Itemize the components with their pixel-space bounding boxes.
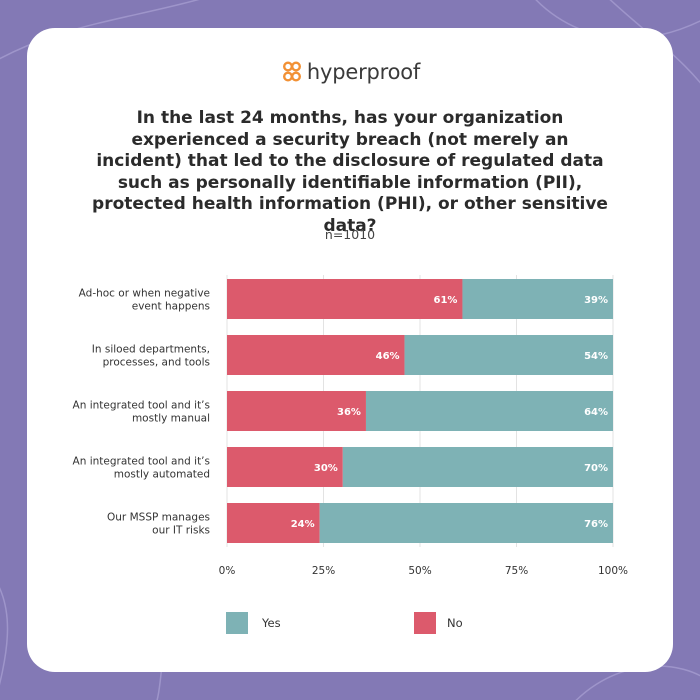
legend-swatch-yes: [226, 612, 248, 634]
data-label-no-3: 30%: [314, 463, 338, 474]
data-label-yes-3: 70%: [584, 463, 608, 474]
bar-yes-1: [404, 335, 613, 375]
bar-no-3: [227, 447, 343, 487]
x-tick-label-3: 75%: [505, 565, 528, 577]
x-tick-label-1: 25%: [312, 565, 335, 577]
x-tick-label-0: 0%: [219, 565, 236, 577]
data-label-yes-0: 39%: [584, 295, 608, 306]
data-label-yes-1: 54%: [584, 351, 608, 362]
bar-no-4: [227, 503, 320, 543]
bar-no-1: [227, 335, 405, 375]
chart-card: hyperproof In the last 24 months, has yo…: [27, 28, 673, 672]
bar-yes-3: [342, 447, 613, 487]
category-label-2-line-1: mostly manual: [132, 413, 210, 425]
bar-yes-4: [319, 503, 613, 543]
category-label-1-line-1: processes, and tools: [103, 357, 210, 369]
category-label-4-line-0: Our MSSP manages: [107, 512, 210, 524]
category-label-3-line-0: An integrated tool and it’s: [73, 456, 210, 468]
legend-label-yes: Yes: [262, 616, 281, 630]
x-tick-label-4: 100%: [598, 565, 628, 577]
hyperproof-logo-icon: [282, 61, 301, 82]
category-label-0-line-0: Ad-hoc or when negative: [79, 288, 210, 300]
category-label-3-line-1: mostly automated: [114, 469, 210, 481]
data-label-yes-2: 64%: [584, 407, 608, 418]
x-tick-label-2: 50%: [408, 565, 431, 577]
bar-yes-0: [462, 279, 613, 319]
legend-label-no: No: [447, 616, 463, 630]
category-label-0-line-1: event happens: [132, 301, 210, 313]
data-label-no-2: 36%: [337, 407, 361, 418]
category-label-2-line-0: An integrated tool and it’s: [73, 400, 210, 412]
brand-logo: hyperproof: [27, 60, 673, 84]
bar-yes-2: [365, 391, 613, 431]
data-label-no-1: 46%: [376, 351, 400, 362]
chart-subtitle: n=1010: [324, 227, 376, 242]
data-label-yes-4: 76%: [584, 519, 608, 530]
category-label-1-line-0: In siloed departments,: [92, 344, 210, 356]
category-label-4-line-1: our IT risks: [152, 525, 210, 537]
legend-swatch-no: [414, 612, 436, 634]
data-label-no-0: 61%: [434, 295, 458, 306]
bar-no-2: [227, 391, 366, 431]
data-label-no-4: 24%: [291, 519, 315, 530]
chart-title: In the last 24 months, has your organiza…: [92, 108, 608, 236]
bar-no-0: [227, 279, 463, 319]
brand-name: hyperproof: [306, 60, 421, 84]
